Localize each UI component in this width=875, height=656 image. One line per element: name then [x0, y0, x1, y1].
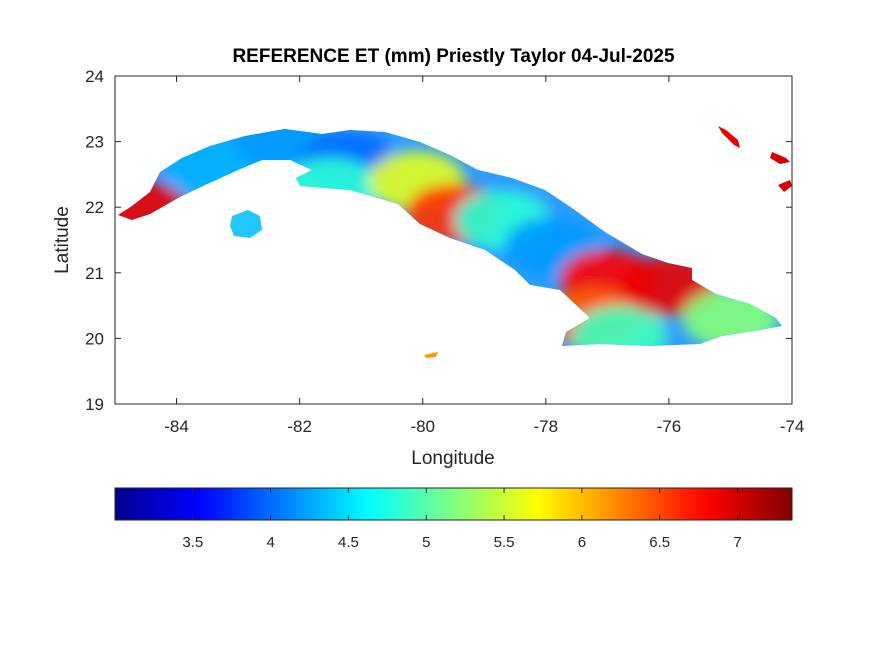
- colorbar-tick-label: 7: [733, 534, 741, 551]
- axes-box: [114, 75, 793, 405]
- colorbar-tick-label: 3.5: [182, 534, 203, 551]
- x-tick-label: -78: [534, 417, 559, 436]
- y-axis-label: Latitude: [52, 206, 73, 274]
- colorbar-tick-label: 6.5: [649, 534, 670, 551]
- y-tick-label: 19: [85, 395, 104, 414]
- colorbar-tick-label: 5.5: [494, 534, 515, 551]
- y-tick-label: 21: [85, 264, 104, 283]
- colorbar-tick-label: 6: [578, 534, 586, 551]
- colorbar-tick-label: 4: [266, 534, 274, 551]
- y-tick-label: 24: [85, 67, 104, 86]
- chart-title: REFERENCE ET (mm) Priestly Taylor 04-Jul…: [232, 46, 675, 67]
- x-tick-label: -82: [287, 417, 312, 436]
- region-value-blob: [571, 305, 668, 346]
- cay-south: [424, 352, 438, 358]
- cay-northeast: [770, 152, 790, 164]
- y-tick-label: 20: [85, 329, 104, 348]
- cay-east: [718, 126, 740, 148]
- colorbar-gradient: [114, 487, 793, 521]
- y-tick-label: 23: [85, 133, 104, 152]
- y-tick-label: 22: [85, 198, 104, 217]
- x-tick-label: -74: [780, 417, 805, 436]
- plot-area: [114, 75, 793, 405]
- y-axis: 19 20 21 22 23 24: [85, 67, 792, 414]
- colorbar-tick-label: 5: [422, 534, 430, 551]
- colorbar-tick-label: 4.5: [338, 534, 359, 551]
- x-axis: -84 -82 -80 -78 -76 -74: [164, 76, 804, 436]
- x-tick-label: -76: [657, 417, 682, 436]
- x-tick-label: -80: [410, 417, 435, 436]
- isla-juventud: [230, 210, 262, 238]
- axes-background: [115, 76, 792, 404]
- colorbar: 3.5 4 4.5 5 5.5 6 6.5 7: [114, 487, 793, 551]
- x-axis-label: Longitude: [411, 448, 494, 469]
- x-tick-label: -84: [164, 417, 189, 436]
- cay-far-east: [778, 180, 792, 192]
